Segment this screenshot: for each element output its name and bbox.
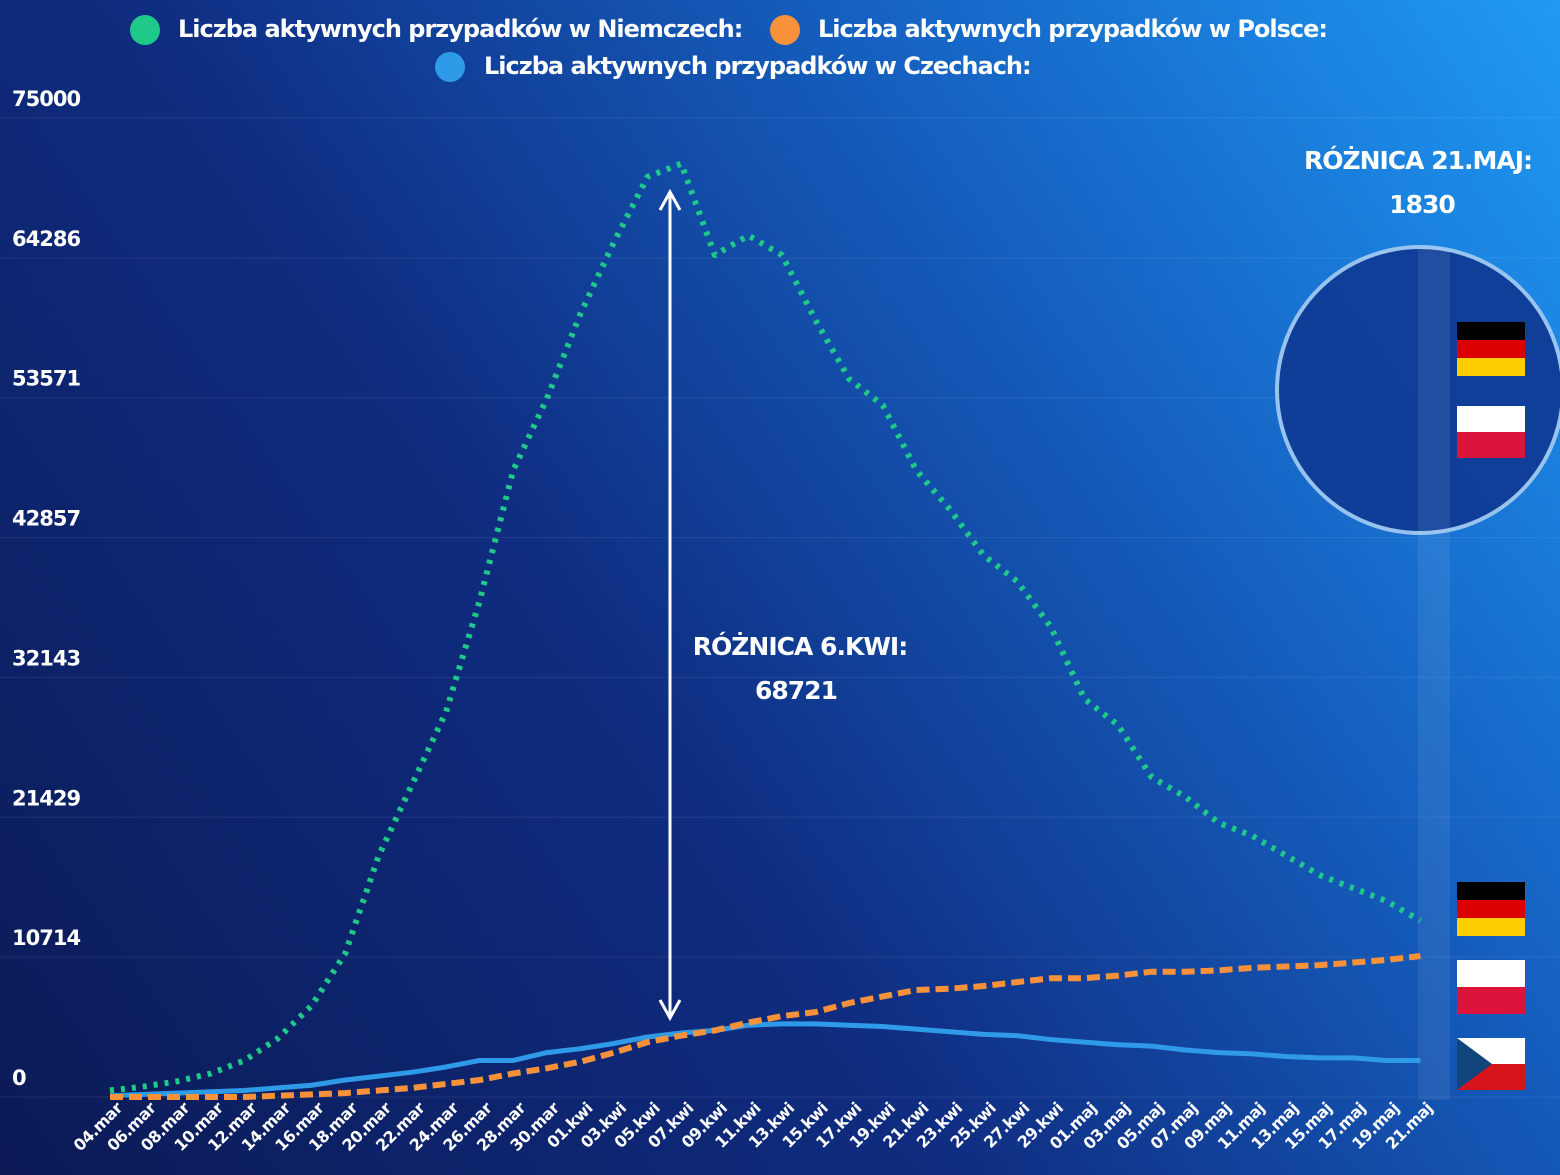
flag-germany — [1457, 882, 1525, 936]
legend-marker — [435, 52, 465, 82]
flag-czechia — [1457, 1038, 1525, 1090]
flag-germany — [1457, 322, 1525, 376]
legend-label: Liczba aktywnych przypadków w Polsce: — [818, 15, 1327, 43]
annotation-value: 68721 — [755, 676, 837, 705]
legend-marker — [770, 15, 800, 45]
y-tick-label: 0 — [12, 1066, 26, 1090]
series-line — [109, 160, 1422, 1094]
legend-marker — [130, 15, 160, 45]
y-tick-label: 75000 — [12, 87, 80, 111]
series-line — [110, 953, 1421, 1100]
y-tick-label: 10714 — [12, 926, 80, 950]
y-tick-label: 64286 — [12, 227, 80, 251]
legend-label: Liczba aktywnych przypadków w Czechach: — [484, 52, 1031, 80]
y-tick-label: 21429 — [12, 786, 80, 810]
flag-poland — [1457, 960, 1525, 1014]
zoom-circle — [1275, 245, 1560, 535]
y-tick-label: 32143 — [12, 646, 80, 670]
annotation-value: 1830 — [1389, 190, 1455, 219]
y-tick-label: 42857 — [12, 507, 80, 531]
difference-arrow — [658, 188, 682, 1022]
series-line — [109, 1021, 1421, 1099]
y-tick-label: 53571 — [12, 367, 80, 391]
legend-label: Liczba aktywnych przypadków w Niemczech: — [178, 15, 742, 43]
annotation-label: RÓŻNICA 21.MAJ: — [1304, 145, 1532, 175]
annotation-label: RÓŻNICA 6.KWI: — [693, 631, 907, 661]
flag-poland — [1457, 406, 1525, 458]
